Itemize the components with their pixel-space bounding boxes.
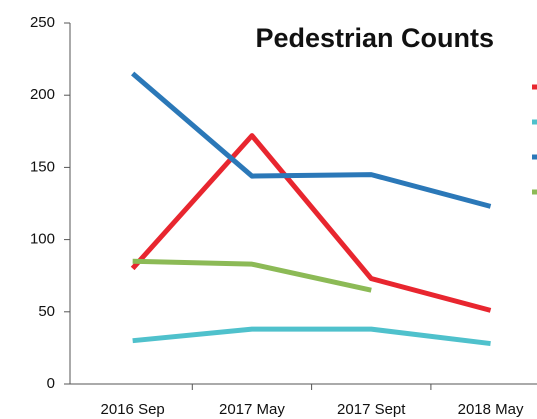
y-tick-label: 150 [30,158,55,175]
y-tick-label: 250 [30,14,55,31]
chart-title: Pedestrian Counts [255,23,494,53]
series-line [132,326,491,347]
series-line [130,133,492,313]
x-tick-label: 2017 May [219,401,285,418]
series-line [131,71,492,209]
y-tick-label: 50 [38,303,55,320]
x-tick-label: 2016 Sep [101,401,165,418]
y-tick-label: 100 [30,231,55,248]
y-tick-label: 0 [47,375,55,392]
series-line [132,258,372,293]
x-tick-label: 2017 Sept [337,401,406,418]
y-tick-label: 200 [30,86,55,103]
x-tick-label: 2018 May [458,401,524,418]
